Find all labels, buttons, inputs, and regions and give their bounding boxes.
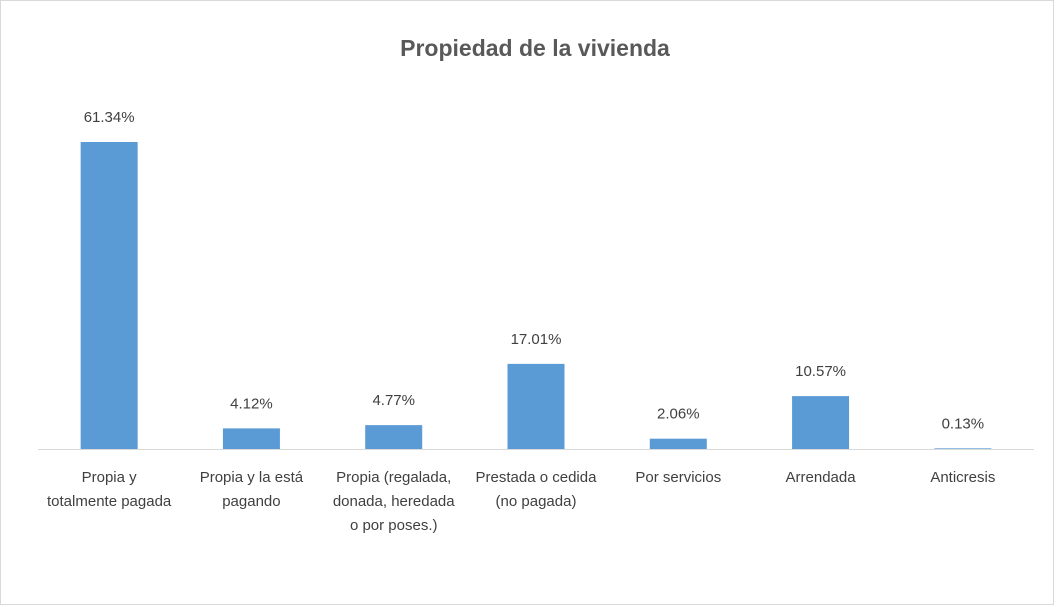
- data-label: 0.13%: [942, 415, 985, 432]
- bar: [80, 142, 138, 449]
- x-tick-label: Prestada o cedida (no pagada): [476, 469, 598, 510]
- x-tick-label-line: (no pagada): [496, 493, 577, 510]
- x-tick-label: Propia (regalada, donada, heredada o por p…: [333, 469, 455, 534]
- x-tick-label-line: Anticresis: [930, 469, 995, 486]
- x-tick-label: Propia y totalmente pagada: [47, 469, 172, 510]
- x-tick-label: Propia y la está pagando: [200, 469, 304, 510]
- x-tick-label-line: Propia (regalada,: [336, 469, 451, 486]
- x-tick-label-line: Arrendada: [786, 469, 857, 486]
- x-tick-label-line: Por servicios: [635, 469, 721, 486]
- data-label: 61.34%: [84, 109, 135, 126]
- x-tick-label: Anticresis: [930, 469, 995, 486]
- bar: [365, 425, 423, 449]
- x-tick-label-line: totalmente pagada: [47, 493, 172, 510]
- data-label: 10.57%: [795, 363, 846, 380]
- bar: [934, 448, 992, 449]
- bar: [507, 363, 565, 449]
- x-tick-label-line: Propia y la está: [200, 469, 304, 486]
- x-tick-label-line: Prestada o cedida: [476, 469, 598, 486]
- x-tick-label-line: Propia y: [82, 469, 138, 486]
- x-tick-label-line: pagando: [222, 493, 280, 510]
- data-label: 2.06%: [657, 406, 700, 423]
- bar: [792, 396, 850, 449]
- chart-title: Propiedad de la vivienda: [400, 35, 670, 61]
- x-tick-label-line: o por poses.): [350, 517, 438, 534]
- bar: [222, 428, 280, 449]
- data-label: 4.77%: [372, 392, 415, 409]
- x-tick-label: Arrendada: [786, 469, 857, 486]
- x-tick-label-line: donada, heredada: [333, 493, 455, 510]
- data-label: 4.12%: [230, 395, 273, 412]
- bar: [649, 438, 707, 449]
- x-tick-label: Por servicios: [635, 469, 721, 486]
- data-label: 17.01%: [511, 331, 562, 348]
